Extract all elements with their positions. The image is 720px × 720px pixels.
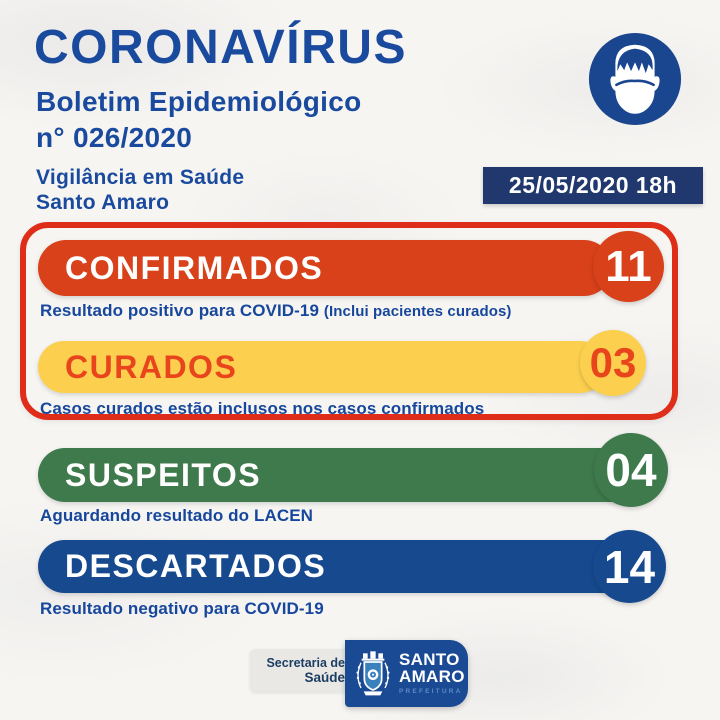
city-name-line2: AMARO (399, 666, 465, 686)
secretaria-line2: Saúde (304, 669, 345, 685)
page-title: CORONAVÍRUS (34, 21, 407, 74)
stat-value-curados: 03 (580, 330, 646, 396)
caption-text: Casos curados estão inclusos nos casos c… (40, 399, 485, 418)
stat-caption-confirmados: Resultado positivo para COVID-19 (Inclui… (40, 301, 512, 321)
bulletin-number: n° 026/2020 (36, 121, 193, 153)
caption-text: Aguardando resultado do LACEN (40, 506, 314, 525)
bulletin-subtitle-line1: Boletim Epidemiológico (36, 86, 362, 117)
secretaria-line1: Secretaria de (266, 655, 345, 670)
face-mask-icon (586, 30, 684, 128)
org-label: Vigilância em Saúde Santo Amaro (36, 166, 244, 216)
stat-pill-confirmados: CONFIRMADOS (38, 240, 612, 296)
city-crest-icon (356, 650, 390, 695)
stat-label-descartados: DESCARTADOS (65, 548, 327, 584)
stat-label-suspeitos: SUSPEITOS (65, 456, 262, 493)
city-name-line1: SANTO (399, 650, 460, 670)
org-line1: Vigilância em Saúde (36, 166, 245, 189)
stat-pill-suspeitos: SUSPEITOS (38, 448, 638, 502)
caption-text: Resultado negativo para COVID-19 (40, 599, 324, 618)
bulletin-subtitle: Boletim Epidemiológico n° 026/2020 (36, 84, 362, 156)
stat-pill-descartados: DESCARTADOS (38, 540, 638, 593)
stat-caption-curados: Casos curados estão inclusos nos casos c… (40, 399, 484, 419)
caption-text: Resultado positivo para COVID-19 (40, 301, 320, 320)
secretaria-saude-label: Secretaria de Saúde (250, 649, 354, 692)
stat-label-curados: CURADOS (65, 348, 238, 385)
org-line2: Santo Amaro (36, 190, 170, 214)
stat-caption-suspeitos: Aguardando resultado do LACEN (40, 506, 313, 526)
city-name-block: SANTO AMARO PREFEITURA (399, 650, 465, 695)
caption-note: (Inclui pacientes curados) (323, 303, 512, 320)
stat-value-descartados: 14 (593, 530, 666, 603)
date-badge: 25/05/2020 18h (483, 167, 703, 204)
stat-caption-descartados: Resultado negativo para COVID-19 (40, 599, 324, 619)
confirmed-cured-highlight-box (20, 222, 678, 420)
prefeitura-logo: SANTO AMARO PREFEITURA (345, 640, 468, 707)
city-subtitle: PREFEITURA (399, 687, 463, 695)
stat-value-confirmados: 11 (593, 231, 664, 302)
stat-pill-curados: CURADOS (38, 341, 606, 393)
stat-label-confirmados: CONFIRMADOS (65, 249, 324, 286)
stat-value-suspeitos: 04 (594, 433, 668, 507)
